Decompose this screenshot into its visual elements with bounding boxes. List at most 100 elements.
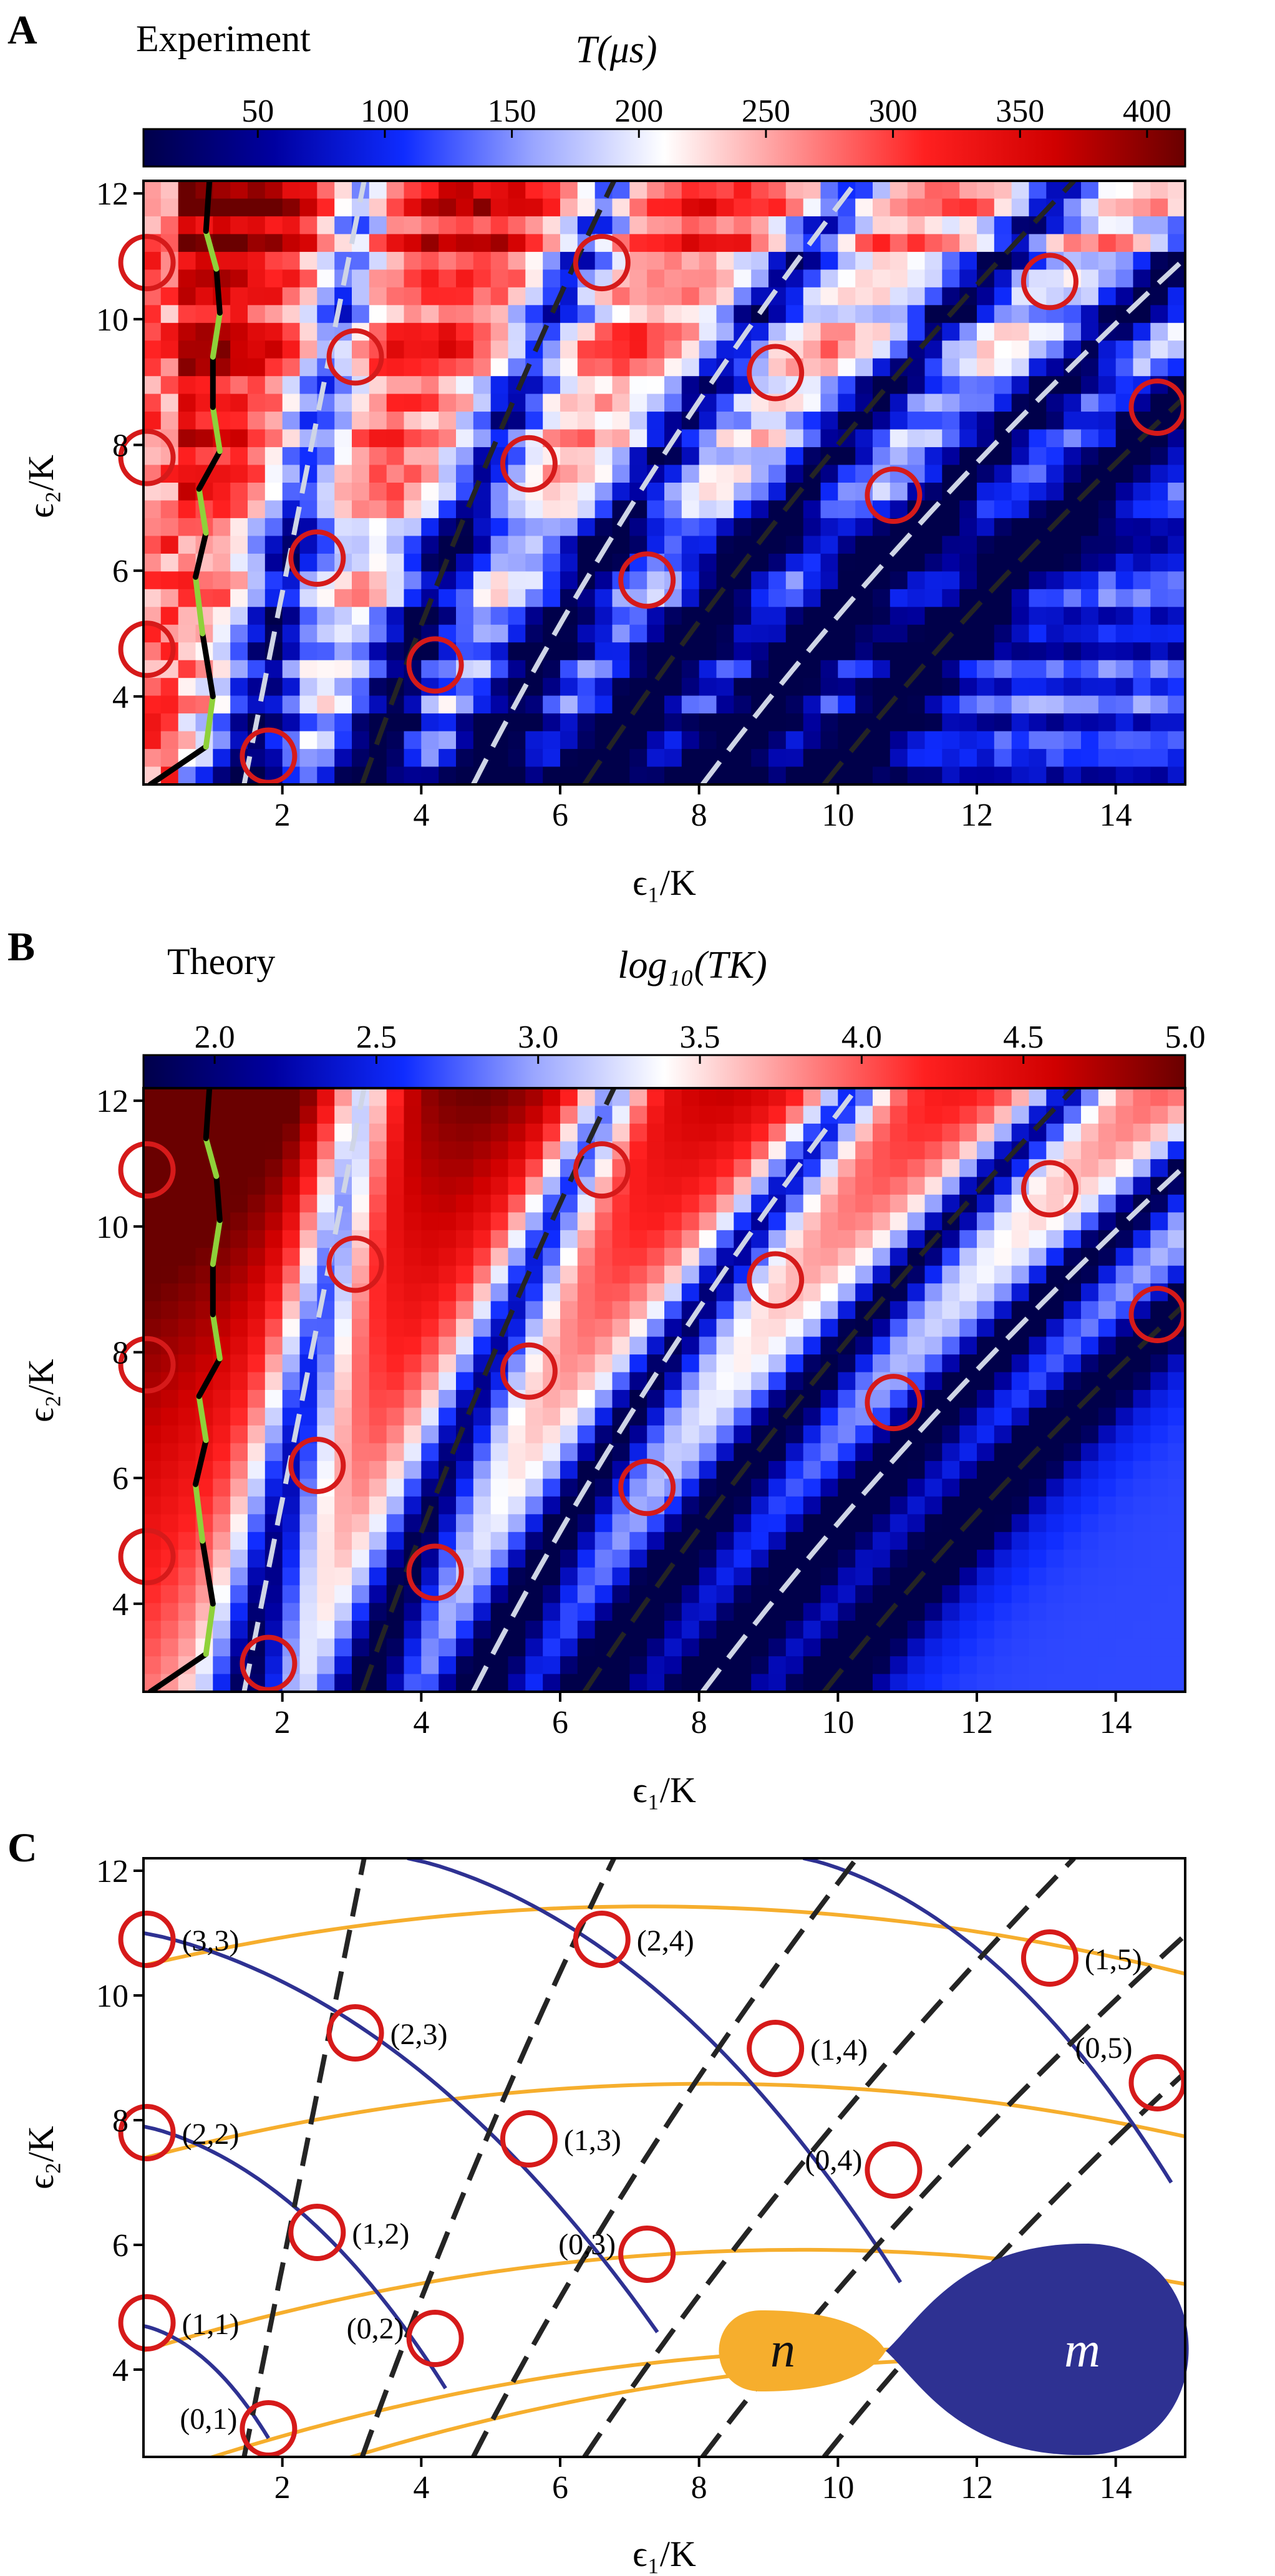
heat-cell — [577, 322, 596, 342]
heat-cell — [1046, 412, 1064, 430]
heat-cell — [1150, 1372, 1168, 1391]
potential-inset: n m — [719, 2243, 1189, 2456]
heat-cell — [977, 305, 995, 324]
heat-cell — [1133, 1585, 1151, 1604]
heat-cell — [195, 1336, 214, 1355]
heat-cell — [647, 429, 665, 448]
heat-cell — [907, 1638, 926, 1657]
heat-cell — [213, 1567, 231, 1586]
heat-cell — [734, 269, 752, 288]
heat-cell — [1098, 1567, 1117, 1586]
heat-cell — [1098, 1656, 1117, 1675]
resonance-circles-b — [118, 1141, 1186, 1692]
heat-cell — [404, 1319, 422, 1338]
heat-cell — [160, 287, 179, 306]
heat-cell — [890, 1496, 908, 1515]
heat-cell — [577, 1550, 596, 1568]
dashed-resonance-line — [241, 181, 367, 784]
heat-cell — [143, 1123, 162, 1142]
heat-cell — [612, 1656, 631, 1675]
heat-cell — [1081, 1407, 1099, 1426]
heat-cell — [525, 216, 543, 235]
heat-cell — [716, 198, 735, 217]
heat-cell — [890, 287, 908, 306]
heat-cell — [1029, 1460, 1047, 1480]
heat-cell — [352, 340, 370, 359]
heat-cell — [681, 731, 700, 750]
heat-cell — [317, 1088, 335, 1107]
heat-cell — [317, 1141, 335, 1160]
heat-cell — [525, 181, 543, 200]
heat-cell — [1115, 1283, 1134, 1302]
heat-cell — [508, 1550, 526, 1568]
heat-cell — [1011, 624, 1030, 644]
heat-cell — [421, 731, 439, 750]
heat-cell — [803, 678, 822, 697]
heat-cell — [577, 287, 596, 306]
heat-cell — [647, 571, 665, 590]
heat-cell — [160, 1194, 179, 1213]
heat-cell — [1029, 1177, 1047, 1195]
heat-cell — [1098, 713, 1117, 732]
heat-cell — [734, 412, 752, 430]
heat-cell — [629, 642, 647, 661]
heat-cell — [681, 1230, 700, 1249]
heat-cell — [699, 340, 717, 359]
heat-cell — [873, 198, 891, 217]
heat-cell — [1098, 1301, 1117, 1319]
heat-cell — [1150, 642, 1168, 661]
heat-cell — [803, 198, 822, 217]
heat-cell — [473, 1550, 492, 1568]
heat-cell — [264, 1230, 283, 1249]
heat-cell — [803, 1621, 822, 1639]
heat-cell — [264, 1319, 283, 1338]
heat-cell — [1064, 589, 1082, 608]
heat-cell — [924, 1248, 943, 1266]
heat-cell — [820, 234, 839, 253]
heat-cell — [1046, 1567, 1064, 1586]
heat-cell — [439, 1638, 457, 1657]
heat-cell — [647, 234, 665, 253]
colorbar-tick-label: 400 — [1123, 94, 1171, 129]
heat-cell — [820, 1248, 839, 1266]
heat-cell — [404, 731, 422, 750]
heat-cell — [803, 1656, 822, 1675]
heat-cell — [508, 607, 526, 625]
heat-cell — [577, 713, 596, 732]
heat-cell — [1081, 518, 1099, 537]
heat-cell — [456, 269, 474, 288]
heat-cell — [1081, 1603, 1099, 1621]
heat-cell — [716, 1443, 735, 1462]
heat-cell — [734, 1674, 752, 1692]
heat-cell — [473, 1106, 492, 1124]
heat-cell — [734, 536, 752, 554]
heat-cell — [213, 198, 231, 217]
heat-cell — [230, 305, 248, 324]
heat-cell — [1064, 412, 1082, 430]
heat-cell — [317, 1514, 335, 1533]
heat-cell — [439, 1123, 457, 1142]
heat-cell — [959, 181, 977, 200]
heat-cell — [959, 749, 977, 768]
heat-cell — [873, 269, 891, 288]
heat-cell — [1115, 234, 1134, 253]
heat-cell — [977, 660, 995, 678]
heat-cell — [421, 536, 439, 554]
heat-cell — [768, 322, 787, 342]
heat-cell — [1098, 181, 1117, 200]
heat-cell — [681, 447, 700, 466]
heat-cell — [473, 305, 492, 324]
heat-cell — [404, 1141, 422, 1160]
heat-cell — [716, 251, 735, 271]
heat-cell — [369, 1550, 387, 1568]
heat-cell — [977, 1372, 995, 1391]
heat-cell — [160, 1248, 179, 1266]
heat-cell — [942, 465, 960, 483]
heat-cell — [1011, 1301, 1030, 1319]
heat-cell — [1046, 624, 1064, 644]
heat-cell — [664, 1319, 682, 1338]
heat-cell — [230, 1532, 248, 1551]
heat-cell — [907, 305, 926, 324]
heat-cell — [577, 1638, 596, 1657]
heat-cell — [1133, 1248, 1151, 1266]
